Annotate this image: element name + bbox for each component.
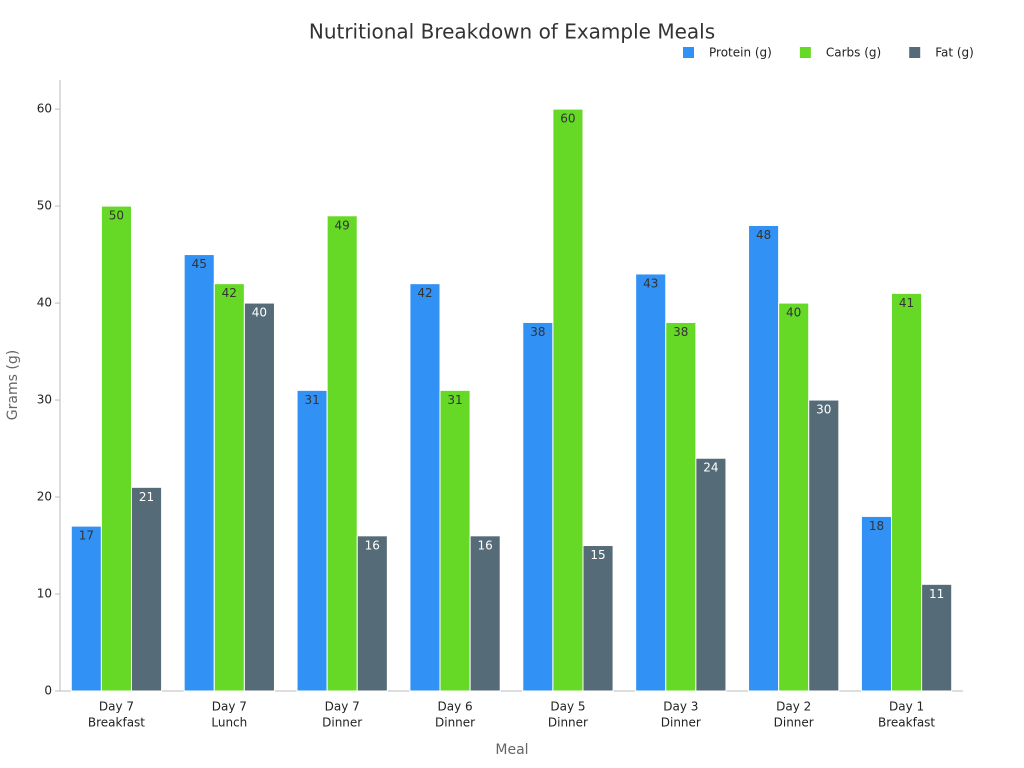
data-label: 60 (560, 112, 575, 126)
x-tick-label: Day 7 (212, 700, 247, 714)
bar (808, 399, 840, 692)
data-label: 24 (703, 461, 718, 475)
x-tick-label: Dinner (435, 716, 475, 730)
data-label: 40 (786, 306, 801, 320)
bar (778, 302, 810, 692)
bar (695, 457, 727, 692)
data-label: 16 (365, 538, 380, 552)
x-tick-label: Day 7 (325, 700, 360, 714)
legend-swatch (909, 47, 921, 58)
data-label: 42 (222, 286, 237, 300)
x-tick-label: Day 2 (776, 700, 811, 714)
data-label: 41 (899, 296, 914, 310)
x-tick-label: Day 1 (889, 700, 924, 714)
legend-label: Protein (g) (709, 46, 772, 60)
bar (921, 583, 953, 692)
bar (439, 389, 471, 692)
legend-swatch (799, 47, 811, 58)
y-tick-label: 40 (37, 296, 52, 310)
bar (469, 535, 501, 692)
bar (582, 545, 614, 692)
x-tick-label: Day 6 (437, 700, 472, 714)
x-axis-label: Meal (495, 742, 528, 758)
bar (183, 254, 215, 692)
x-tick-label: Dinner (661, 716, 701, 730)
data-label: 38 (673, 325, 688, 339)
data-label: 49 (335, 218, 350, 232)
data-label: 43 (643, 276, 658, 290)
data-label: 48 (756, 228, 771, 242)
bar (243, 302, 275, 692)
bar (130, 486, 163, 692)
bar (891, 292, 923, 692)
x-tick-label: Dinner (774, 716, 814, 730)
bar (860, 515, 893, 692)
data-label: 42 (417, 286, 432, 300)
data-label: 40 (252, 306, 267, 320)
x-tick-label: Breakfast (878, 716, 935, 730)
data-label: 45 (192, 257, 207, 271)
data-label: 31 (447, 393, 462, 407)
x-tick-label: Breakfast (88, 716, 145, 730)
data-label: 15 (590, 548, 605, 562)
x-tick-label: Dinner (548, 716, 588, 730)
data-label: 21 (139, 490, 154, 504)
y-tick-label: 60 (37, 102, 52, 116)
legend-label: Carbs (g) (826, 46, 881, 60)
data-label: 31 (304, 393, 319, 407)
data-label: 50 (109, 209, 124, 223)
data-label: 30 (816, 403, 831, 417)
data-label: 38 (530, 325, 545, 339)
y-tick-label: 50 (37, 199, 52, 213)
bar (326, 215, 358, 692)
bar (748, 224, 780, 692)
y-tick-label: 0 (44, 684, 52, 698)
data-label: 18 (869, 519, 884, 533)
x-tick-label: Day 3 (663, 700, 698, 714)
x-tick-label: Lunch (211, 716, 247, 730)
bar (552, 108, 584, 692)
y-tick-label: 10 (37, 587, 52, 601)
bar (70, 525, 102, 692)
bar (100, 205, 132, 692)
bar (213, 283, 245, 692)
y-tick-label: 20 (37, 490, 52, 504)
data-label: 11 (929, 587, 944, 601)
y-tick-label: 30 (37, 393, 52, 407)
data-label: 16 (478, 538, 493, 552)
x-tick-label: Day 5 (550, 700, 585, 714)
x-tick-label: Day 7 (99, 700, 134, 714)
legend-swatch (683, 47, 694, 58)
legend-label: Fat (g) (935, 46, 974, 60)
x-tick-label: Dinner (322, 716, 362, 730)
bar (635, 273, 667, 692)
bar (356, 535, 388, 692)
bar (665, 321, 697, 692)
bar (296, 389, 328, 692)
bar (522, 321, 554, 692)
chart-title: Nutritional Breakdown of Example Meals (309, 20, 715, 44)
bar (409, 283, 441, 692)
data-label: 17 (79, 529, 94, 543)
y-axis-label: Grams (g) (5, 350, 21, 420)
